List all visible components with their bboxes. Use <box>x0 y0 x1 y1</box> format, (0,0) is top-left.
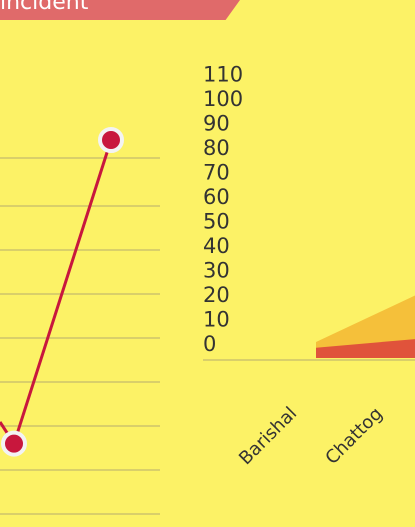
line-point-1 <box>98 127 124 153</box>
x-category-label: Chattog <box>321 403 386 468</box>
series-line <box>12 139 113 445</box>
x-category-label: Barishal <box>235 403 301 469</box>
y-tick-label: 30 <box>203 259 230 283</box>
y-tick-label: 40 <box>203 234 230 258</box>
y-tick-label: 80 <box>203 136 230 160</box>
area-series-lower <box>316 339 415 358</box>
y-tick-label: 50 <box>203 210 230 234</box>
y-tick-label: 20 <box>203 283 230 307</box>
y-tick-label: 110 <box>203 63 243 87</box>
y-tick-label: 10 <box>203 308 230 332</box>
header-tag: incident <box>0 0 240 20</box>
y-tick-label: 100 <box>203 87 243 111</box>
y-tick-label: 90 <box>203 112 230 136</box>
y-tick-label: 0 <box>203 332 216 356</box>
header-tag-text: incident <box>0 0 89 15</box>
y-tick-label: 70 <box>203 161 230 185</box>
line-point-0 <box>1 430 27 457</box>
y-tick-label: 60 <box>203 185 230 209</box>
